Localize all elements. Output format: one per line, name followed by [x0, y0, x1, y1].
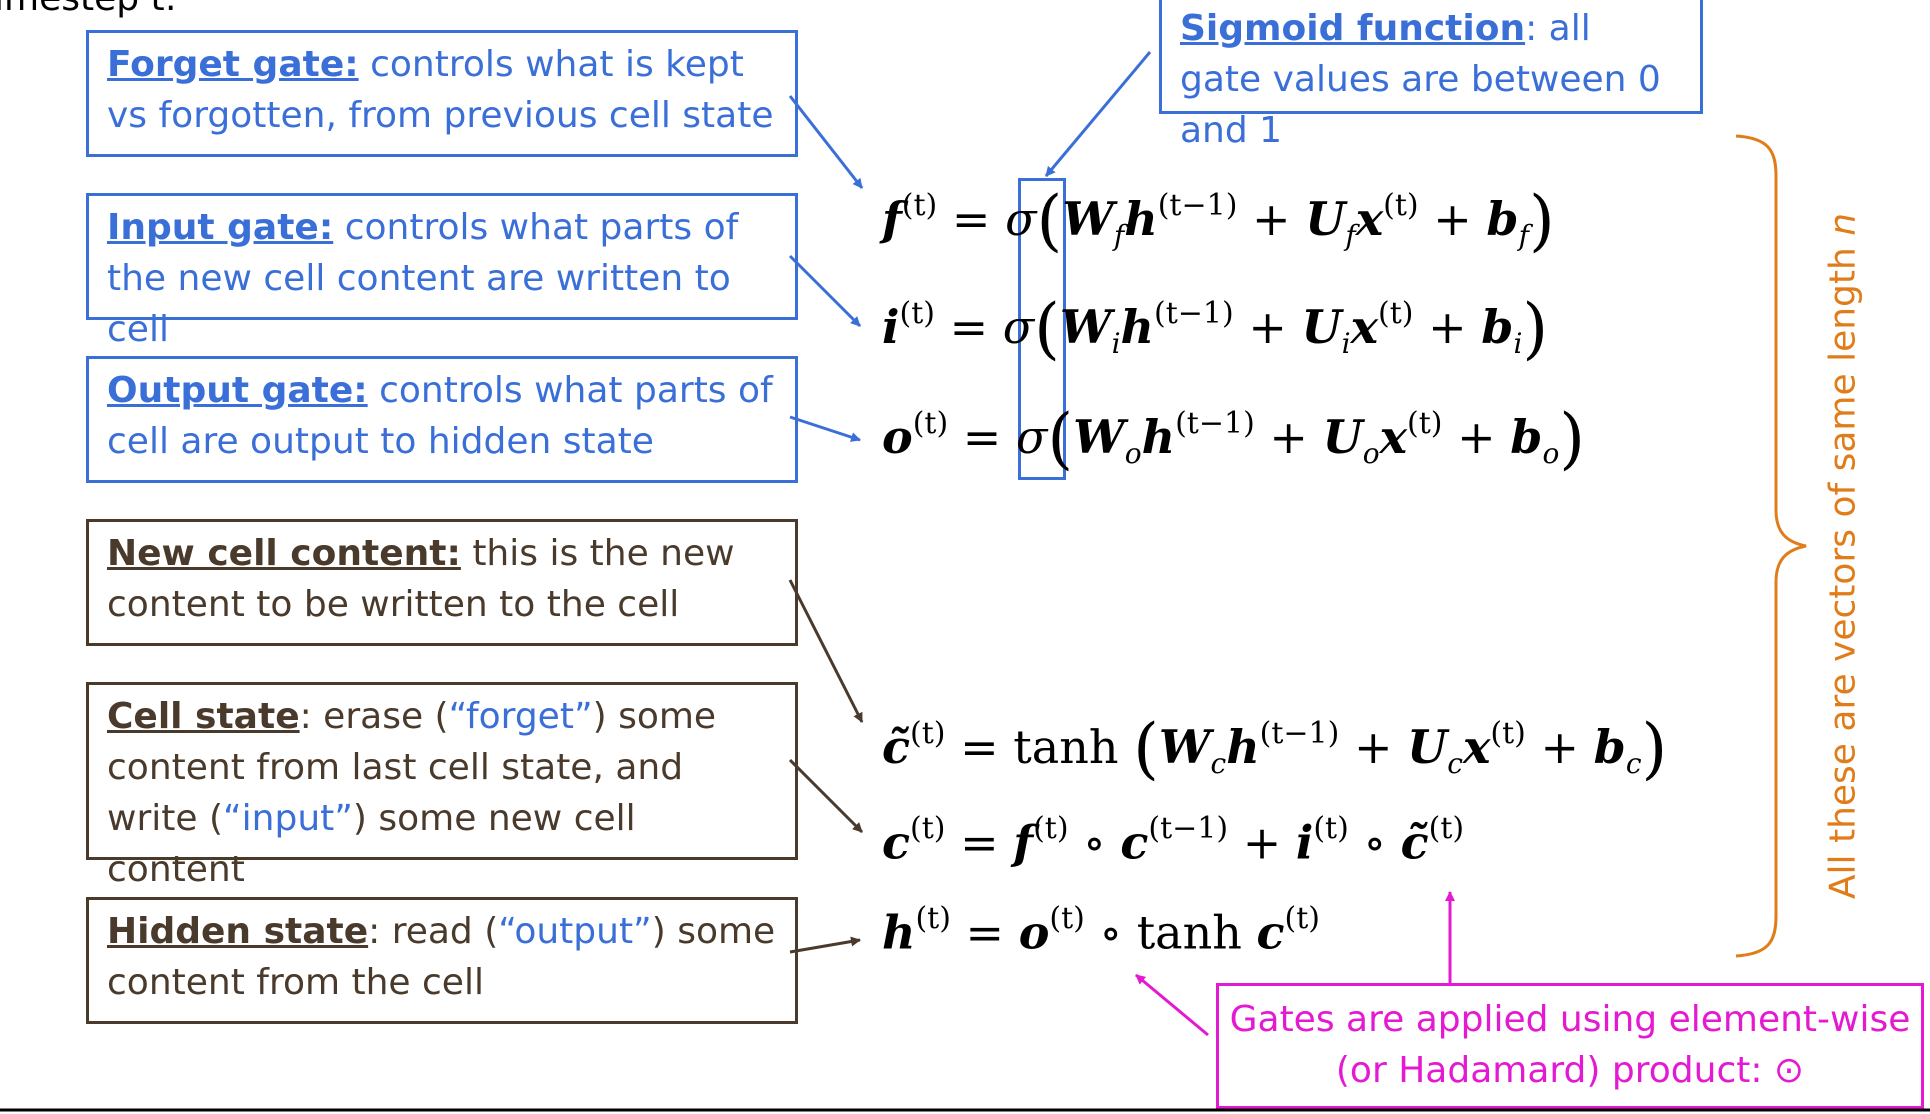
- input-gate-text: controls what parts of the new cell cont…: [107, 207, 739, 350]
- forget-gate-arrow: [788, 95, 864, 189]
- hadamard-text: Gates are applied using element-wise (or…: [1229, 999, 1911, 1091]
- sigmoid-annotation: Sigmoid function: all gate values are be…: [1159, 0, 1703, 151]
- input-gate-arrow: [788, 254, 862, 328]
- hidden-state-text-1: : read (: [368, 911, 499, 952]
- output-gate-arrow: [789, 415, 861, 442]
- top-cut-text: imestep t:: [0, 0, 177, 19]
- new-cell-arrow: [788, 579, 864, 723]
- output-gate-text: controls what parts of cell are output t…: [107, 370, 773, 462]
- equation-new-cell: c̃(t) = tanh (Wch(t−1) + Ucx(t) + bc): [882, 710, 1668, 787]
- cell-state-quote-forget: “forget”: [448, 696, 593, 737]
- new-cell-content-title: New cell content:: [107, 533, 461, 574]
- equation-input: i(t) = σ(Wih(t−1) + Uix(t) + bi): [882, 290, 1549, 367]
- hidden-state-annotation: Hidden state: read (“output”) some conte…: [86, 897, 798, 1024]
- forget-gate-annotation: Forget gate: controls what is kept vs fo…: [86, 30, 798, 157]
- forget-gate-text: controls what is kept vs forgotten, from…: [107, 44, 774, 136]
- hadamard-arrow-to-hidden: [1135, 973, 1209, 1037]
- orange-brace: [1735, 134, 1807, 958]
- output-gate-annotation: Output gate: controls what parts of cell…: [86, 356, 798, 483]
- output-gate-title: Output gate:: [107, 370, 368, 411]
- equation-cell-state: c(t) = f(t) ∘ c(t−1) + i(t) ∘ c̃(t): [882, 811, 1465, 870]
- equation-output: o(t) = σ(Woh(t−1) + Uox(t) + bo): [882, 400, 1586, 477]
- input-gate-title: Input gate:: [107, 207, 334, 248]
- cell-state-annotation: Cell state: erase (“forget”) some conten…: [86, 682, 798, 890]
- cell-state-text-3: ) some new cell content: [107, 798, 636, 890]
- sigmoid-text: : all gate values are between 0 and 1: [1180, 8, 1661, 151]
- cell-state-quote-input: “input”: [223, 798, 353, 839]
- hidden-state-title: Hidden state: [107, 911, 369, 952]
- equation-forget: f(t) = σ(Wfh(t−1) + Ufx(t) + bf): [882, 182, 1555, 259]
- equation-hidden-state: h(t) = o(t) ∘ tanh c(t): [882, 901, 1320, 960]
- input-gate-annotation: Input gate: controls what parts of the n…: [86, 193, 798, 350]
- forget-gate-title: Forget gate:: [107, 44, 359, 85]
- cell-state-arrow: [788, 758, 864, 834]
- sigmoid-title: Sigmoid function: [1180, 8, 1526, 49]
- hidden-state-quote-output: “output”: [498, 911, 652, 952]
- cell-state-text-2: ) some content from last cell state, and…: [107, 696, 717, 839]
- sigmoid-arrow: [1044, 51, 1152, 177]
- hidden-state-text-2: ) some content from the cell: [107, 911, 776, 1003]
- new-cell-content-text: this is the new content to be written to…: [107, 533, 735, 625]
- sigma-highlight-box: [1018, 178, 1066, 480]
- hadamard-annotation: Gates are applied using element-wise (or…: [1216, 983, 1924, 1109]
- cell-state-text-1: : erase (: [299, 696, 449, 737]
- cell-state-title: Cell state: [107, 696, 300, 737]
- hidden-state-arrow: [789, 936, 861, 954]
- new-cell-content-annotation: New cell content: this is the new conten…: [86, 519, 798, 646]
